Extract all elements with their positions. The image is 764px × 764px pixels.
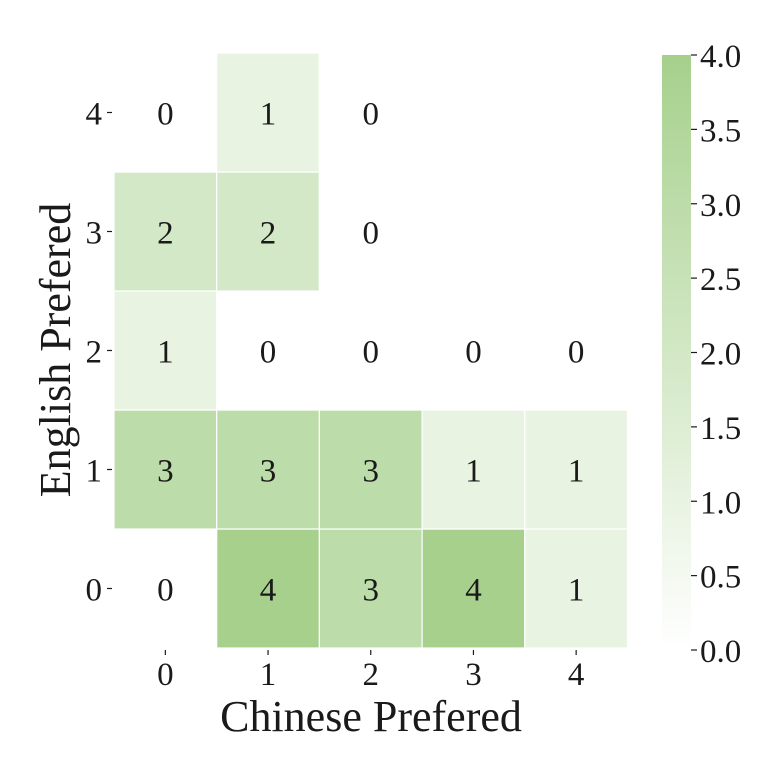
cell-value-label: 1 [568, 454, 585, 490]
heatmap-cell [524, 528, 629, 649]
heatmap-cell [113, 409, 218, 530]
cell-value-label: 3 [157, 454, 174, 490]
cell-value-label: 1 [465, 454, 482, 490]
heatmap-cell [216, 52, 320, 173]
cell-value-label: 4 [465, 573, 482, 609]
cell-value-label: 3 [363, 573, 380, 609]
heatmap-cell [318, 52, 423, 173]
colorbar-tick-label: 1.5 [700, 411, 741, 447]
x-axis-title: Chinese Prefered [220, 692, 522, 741]
heatmap-cell [318, 409, 423, 530]
heatmap-cells: 0 4 3 4 1 3 3 3 1 1 1 0 0 0 0 2 2 0 0 1 0 [113, 52, 629, 649]
cell-value-label: 2 [157, 216, 174, 252]
x-tick-label: 4 [568, 657, 585, 693]
y-axis-title: English Prefered [31, 203, 80, 497]
colorbar-tick-label: 2.5 [700, 262, 741, 298]
heatmap-cell [318, 290, 423, 411]
y-tick-label: 4 [86, 97, 103, 133]
colorbar [662, 55, 691, 650]
x-tick-label: 2 [363, 657, 380, 693]
heatmap-cell [318, 171, 423, 292]
cell-value-label: 0 [157, 573, 174, 609]
x-axis-ticks: 0 1 2 3 4 [157, 650, 584, 693]
colorbar-tick-label: 3.0 [700, 188, 741, 224]
cell-value-label: 0 [260, 335, 277, 371]
heatmap-cell [421, 409, 526, 530]
x-tick-label: 1 [260, 657, 277, 693]
cell-value-label: 0 [363, 97, 380, 133]
colorbar-tick-label: 0.5 [700, 560, 741, 596]
heatmap-cell [524, 290, 629, 411]
colorbar-tick-label: 3.5 [700, 113, 741, 149]
heatmap-cell [421, 528, 526, 649]
cell-value-label: 3 [260, 454, 277, 490]
cell-value-label: 0 [568, 335, 585, 371]
colorbar-tick-label: 4.0 [700, 39, 741, 75]
cell-value-label: 1 [260, 97, 277, 133]
cell-value-label: 0 [465, 335, 482, 371]
y-tick-label: 3 [86, 216, 103, 252]
colorbar-tick-label: 1.0 [700, 485, 741, 521]
cell-value-label: 1 [568, 573, 585, 609]
colorbar-ticks: 0.0 0.5 1.0 1.5 2.0 2.5 3.0 3.5 4.0 [691, 39, 741, 670]
cell-value-label: 2 [260, 216, 277, 252]
y-tick-label: 2 [86, 335, 103, 371]
x-tick-label: 3 [465, 657, 482, 693]
y-tick-label: 1 [86, 454, 103, 490]
cell-value-label: 0 [157, 97, 174, 133]
heatmap-cell [216, 290, 320, 411]
heatmap-cell [113, 528, 218, 649]
heatmap-cell [216, 409, 320, 530]
y-axis-ticks: 0 1 2 3 4 [86, 97, 112, 609]
cell-value-label: 0 [363, 335, 380, 371]
cell-value-label: 4 [260, 573, 277, 609]
heatmap-cell [113, 171, 218, 292]
heatmap-cell [421, 290, 526, 411]
heatmap-cell [113, 52, 218, 173]
x-tick-label: 0 [157, 657, 174, 693]
cell-value-label: 0 [363, 216, 380, 252]
y-tick-label: 0 [86, 573, 103, 609]
heatmap-cell [216, 528, 320, 649]
cell-value-label: 3 [363, 454, 380, 490]
colorbar-tick-label: 2.0 [700, 337, 741, 373]
colorbar-tick-label: 0.0 [700, 634, 741, 670]
heatmap-cell [216, 171, 320, 292]
heatmap-cell [524, 409, 629, 530]
cell-value-label: 1 [157, 335, 174, 371]
